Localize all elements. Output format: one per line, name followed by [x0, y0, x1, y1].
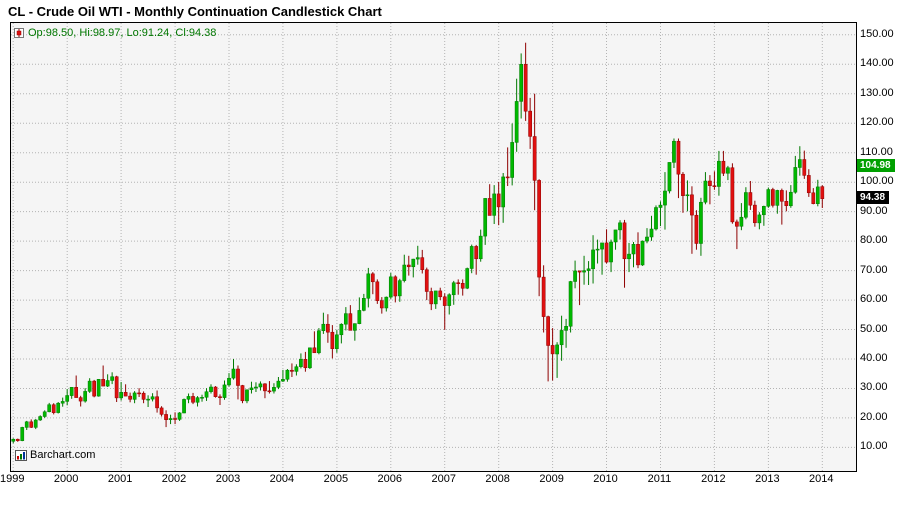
x-axis-label: 1999 [0, 473, 25, 485]
y-axis-label: 80.00 [860, 234, 888, 247]
y-axis-label: 140.00 [860, 57, 894, 70]
x-axis-label: 2000 [53, 473, 79, 485]
chart-title: CL - Crude Oil WTI - Monthly Continuatio… [8, 4, 382, 19]
x-axis-label: 2003 [215, 473, 241, 485]
y-axis-label: 50.00 [860, 322, 888, 335]
y-axis-label: 30.00 [860, 381, 888, 394]
watermark: Barchart.com [15, 449, 95, 461]
x-axis-label: 2006 [377, 473, 403, 485]
plot-area [10, 22, 857, 472]
x-axis-label: 2010 [593, 473, 618, 485]
candlestick-plot [11, 23, 856, 471]
x-axis-label: 2012 [701, 473, 726, 485]
candlestick-legend-icon [14, 28, 24, 38]
price-flag: 94.38 [857, 190, 890, 204]
x-axis-label: 2004 [269, 473, 295, 485]
x-axis-label: 2005 [323, 473, 349, 485]
y-axis-label: 100.00 [860, 175, 894, 188]
x-axis-label: 2002 [161, 473, 187, 485]
y-axis-label: 40.00 [860, 352, 888, 364]
y-axis-label: 110.00 [860, 145, 893, 158]
y-axis-label: 120.00 [860, 116, 894, 129]
y-axis-label: 10.00 [860, 440, 888, 453]
x-axis-label: 2008 [485, 473, 510, 485]
ohlc-legend-text: Op:98.50, Hi:98.97, Lo:91.24, Cl:94.38 [28, 27, 217, 39]
x-axis-label: 2009 [539, 473, 564, 485]
x-axis-label: 2014 [809, 473, 834, 485]
price-flag: 104.98 [857, 159, 895, 173]
x-axis-label: 2011 [647, 473, 672, 485]
y-axis-label: 130.00 [860, 86, 894, 99]
x-axis-label: 2007 [431, 473, 456, 485]
x-axis-label: 2001 [107, 473, 133, 485]
y-axis-label: 70.00 [860, 263, 888, 276]
ohlc-legend: Op:98.50, Hi:98.97, Lo:91.24, Cl:94.38 [14, 27, 216, 39]
watermark-text: Barchart.com [30, 449, 96, 461]
y-axis-label: 150.00 [860, 27, 894, 40]
barchart-logo-icon [15, 449, 27, 461]
y-axis-label: 20.00 [860, 410, 888, 423]
y-axis-label: 60.00 [860, 293, 888, 306]
y-axis-label: 90.00 [860, 204, 888, 217]
x-axis-label: 2013 [755, 473, 780, 485]
